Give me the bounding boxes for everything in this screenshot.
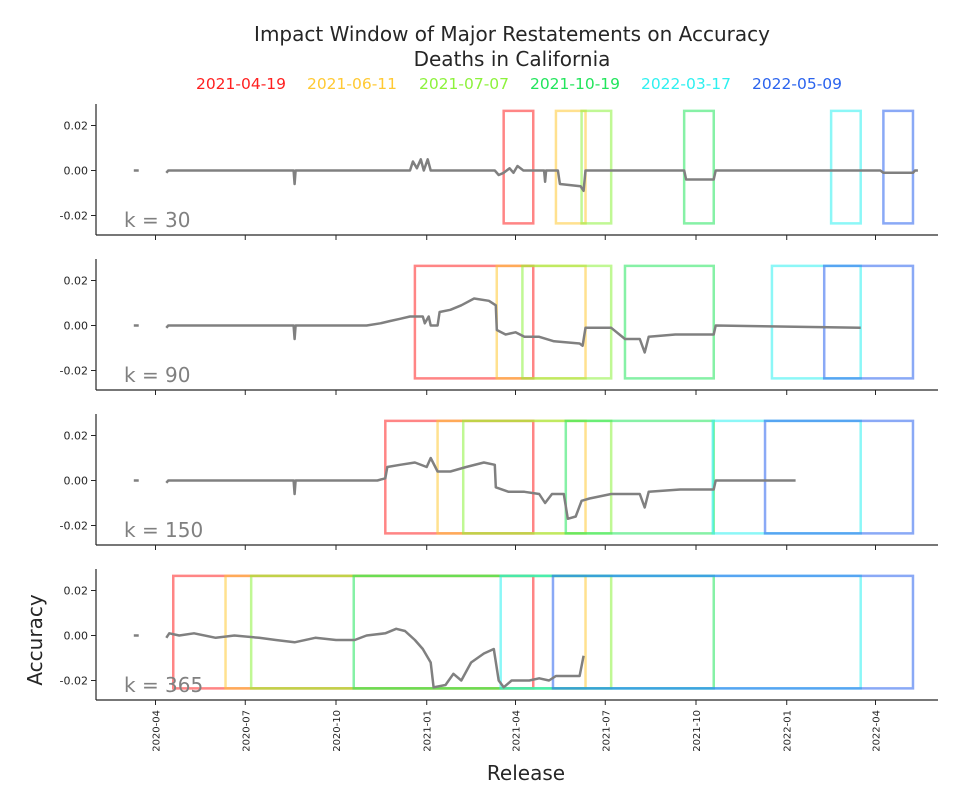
y-tick-label: -0.02 <box>60 365 88 378</box>
restatement-window <box>521 264 613 380</box>
restatement-window <box>682 109 715 225</box>
y-tick-label: 0.02 <box>64 120 89 133</box>
restatement-window <box>882 109 915 225</box>
y-tick-label: 0.02 <box>64 275 89 288</box>
restatement-window <box>436 419 587 535</box>
y-tick-label: 0.00 <box>64 320 89 333</box>
legend: 2021-04-19 2021-06-11 2021-07-07 2021-10-19… <box>196 75 842 93</box>
y-tick-label: 0.00 <box>64 475 89 488</box>
x-tick-label: 2021-07 <box>601 710 612 752</box>
restatement-window <box>763 419 915 535</box>
x-axis-label: Release <box>487 761 565 785</box>
restatement-window <box>495 264 587 380</box>
x-tick-label: 2020-07 <box>241 710 252 752</box>
x-tick-label: 2021-10 <box>692 710 703 752</box>
series-line <box>165 456 796 521</box>
series-line <box>165 158 918 193</box>
restatement-window <box>822 264 915 380</box>
x-tick-label: 2022-04 <box>872 710 883 752</box>
chart-panel: 0.02 0.00 -0.02 k = 90 <box>60 259 938 395</box>
x-tick-label: 2022-01 <box>783 710 794 752</box>
x-axis: 2020-04 2020-07 2020-10 2021-01 2021-04 2021-… <box>152 710 883 752</box>
x-tick-label: 2021-01 <box>423 710 434 752</box>
restatement-window <box>413 264 535 380</box>
y-tick-label: 0.00 <box>64 630 89 643</box>
restatement-window <box>502 109 535 225</box>
restatement-window <box>554 109 587 225</box>
x-tick-label: 2020-10 <box>332 710 343 752</box>
restatement-window <box>551 574 915 690</box>
restatement-window <box>623 264 715 380</box>
y-tick-label: 0.00 <box>64 165 89 178</box>
y-tick-label: -0.02 <box>60 675 88 688</box>
restatement-window <box>580 109 613 225</box>
legend-item: 2021-10-19 <box>530 75 620 93</box>
restatement-window <box>461 419 613 535</box>
restatement-window <box>564 419 715 535</box>
legend-item: 2021-07-07 <box>419 75 509 93</box>
series-line <box>165 297 861 354</box>
legend-item: 2021-06-11 <box>307 75 397 93</box>
legend-item: 2022-05-09 <box>752 75 842 93</box>
y-tick-label: -0.02 <box>60 520 88 533</box>
x-tick-label: 2021-04 <box>512 710 523 752</box>
restatement-window <box>384 419 535 535</box>
panels: 0.020.00-0.02 k = 300.020.00-0.02 k = 900.… <box>60 104 938 705</box>
y-tick-label: 0.02 <box>64 430 89 443</box>
legend-item: 2021-04-19 <box>196 75 286 93</box>
y-tick-label: -0.02 <box>60 210 88 223</box>
restatement-window <box>499 574 862 690</box>
chart-panel: 0.02 0.00 -0.02 k = 150 <box>60 414 938 550</box>
restatement-window <box>829 109 862 225</box>
chart-panel: 0.02 0.00 -0.02 k = 30 <box>60 104 938 240</box>
y-axis-label: Accuracy <box>23 594 47 685</box>
chart-subtitle: Deaths in California <box>414 47 611 71</box>
restatement-window <box>770 264 862 380</box>
k-label: k = 365 <box>124 673 203 697</box>
series-line <box>165 627 585 689</box>
y-tick-label: 0.02 <box>64 585 89 598</box>
k-label: k = 150 <box>124 518 203 542</box>
legend-item: 2022-03-17 <box>641 75 731 93</box>
k-label: k = 30 <box>124 208 191 232</box>
chart-title: Impact Window of Major Restatements on A… <box>254 22 770 46</box>
k-label: k = 90 <box>124 363 191 387</box>
restatement-window <box>711 419 862 535</box>
x-tick-label: 2020-04 <box>152 710 163 752</box>
chart-panel: 0.02 0.00 -0.02 k = 365 <box>60 569 938 705</box>
